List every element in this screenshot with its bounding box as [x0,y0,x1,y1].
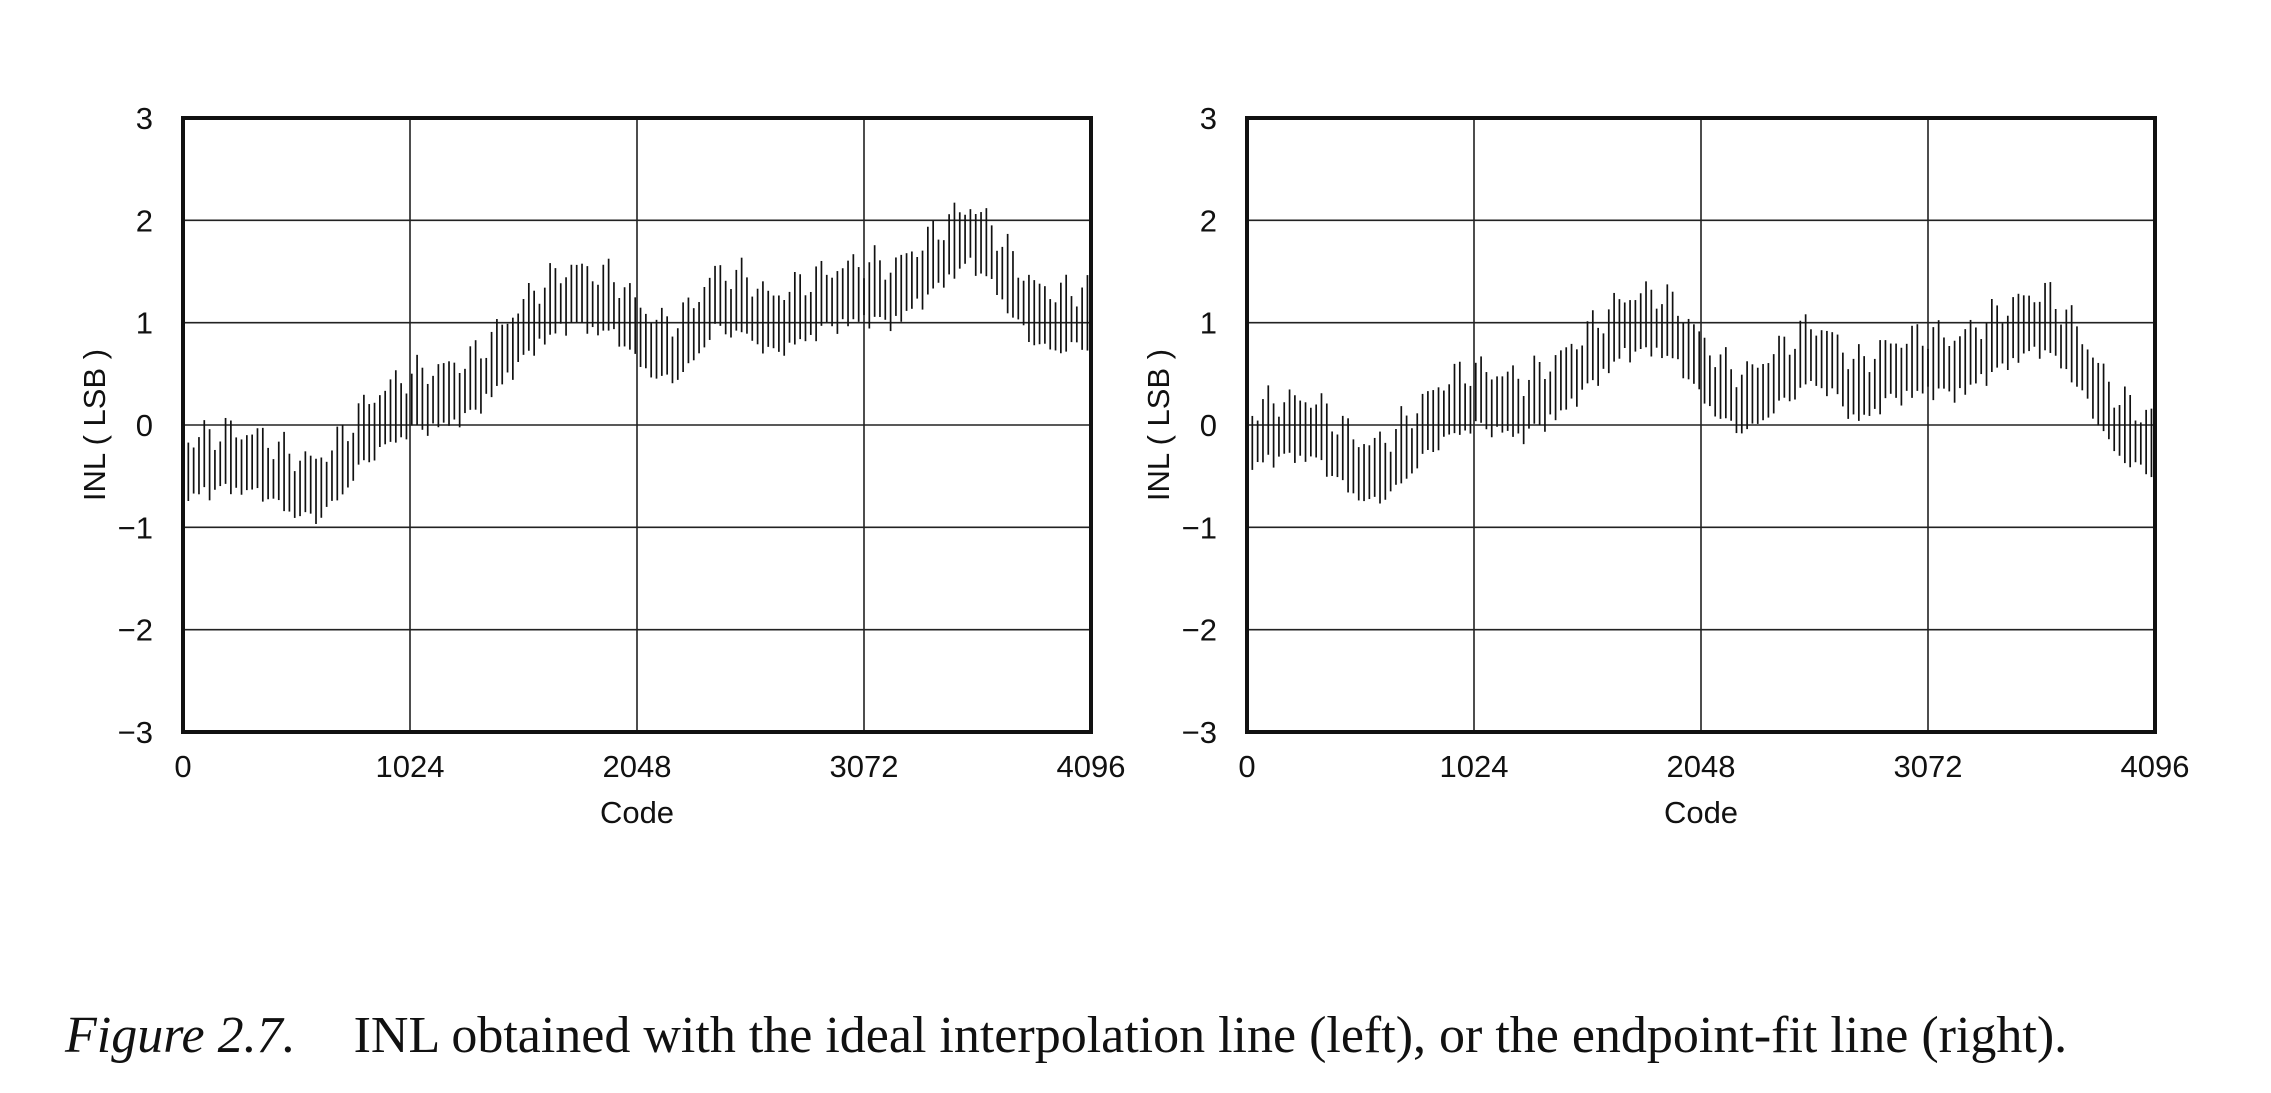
left-ytick-label-2: 1 [136,306,153,341]
right-ytick-label-2: 1 [1200,306,1217,341]
left-xtick-label-2: 2048 [603,749,672,784]
left-xtick-label-3: 3072 [830,749,899,784]
right-ytick-label-4: −1 [1182,510,1217,545]
right-ytick-label-3: 0 [1200,408,1217,443]
right-ytick-label-5: −2 [1182,613,1217,648]
left-ytick-label-1: 2 [136,203,153,238]
left-ytick-label-5: −2 [118,613,153,648]
left-x-axis-title: Code [600,795,674,830]
chart-right: 3 2 1 0 −1 −2 −3 0 1024 2048 3072 4096 Code INL ( LSB… [1141,101,2189,830]
right-xtick-label-2: 2048 [1667,749,1736,784]
left-y-axis-title: INL ( LSB ) [77,349,112,501]
right-ytick-label-0: 3 [1200,101,1217,136]
right-xtick-label-0: 0 [1238,749,1255,784]
right-xtick-label-1: 1024 [1440,749,1509,784]
left-xtick-label-0: 0 [174,749,191,784]
left-ytick-label-4: −1 [118,510,153,545]
right-x-axis-title: Code [1664,795,1738,830]
right-ytick-label-1: 2 [1200,203,1217,238]
right-plot-frame [1245,116,2157,734]
right-y-axis-title: INL ( LSB ) [1141,349,1176,501]
caption-label: Figure 2.7. [65,1007,296,1064]
left-plot-frame [181,116,1093,734]
figure-caption: Figure 2.7. INL obtained with the ideal i… [65,1006,2265,1065]
left-ytick-label-6: −3 [118,715,153,750]
chart-left: 3 2 1 0 −1 −2 −3 0 1024 2048 3072 4096 Code INL ( LSB… [77,101,1125,830]
right-ytick-label-6: −3 [1182,715,1217,750]
left-xtick-label-1: 1024 [376,749,445,784]
left-xtick-label-4: 4096 [1057,749,1126,784]
left-ytick-label-0: 3 [136,101,153,136]
left-ytick-label-3: 0 [136,408,153,443]
right-xtick-label-3: 3072 [1894,749,1963,784]
caption-text: INL obtained with the ideal interpolatio… [353,1007,2068,1064]
right-xtick-label-4: 4096 [2121,749,2190,784]
